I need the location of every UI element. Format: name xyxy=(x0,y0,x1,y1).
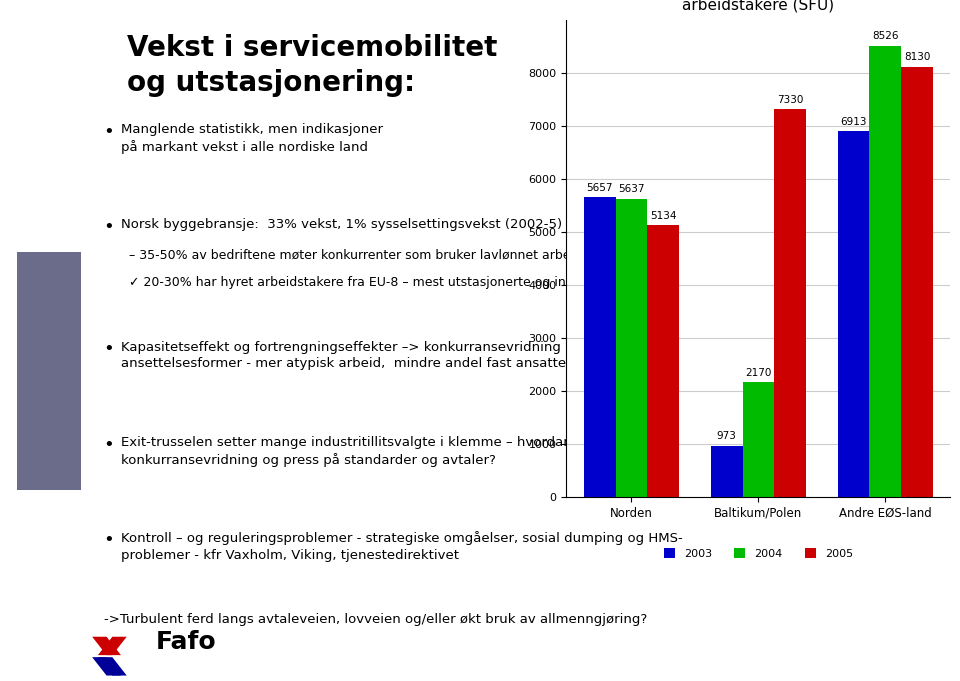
Polygon shape xyxy=(92,637,121,655)
Text: 8130: 8130 xyxy=(904,52,930,62)
Text: Kontroll – og reguleringsproblemer - strategiske omgåelser, sosial dumping og HM: Kontroll – og reguleringsproblemer - str… xyxy=(121,531,683,562)
Polygon shape xyxy=(98,637,127,655)
Bar xyxy=(615,199,647,497)
Text: •: • xyxy=(104,123,114,140)
Bar xyxy=(870,46,901,497)
Text: 973: 973 xyxy=(717,431,736,441)
Text: ->Turbulent ferd langs avtaleveien, lovveien og/eller økt bruk av allmenngjøring: ->Turbulent ferd langs avtaleveien, lovv… xyxy=(104,613,647,626)
Text: Manglende statistikk, men indikasjoner
på markant vekst i alle nordiske land: Manglende statistikk, men indikasjoner p… xyxy=(121,123,383,154)
Text: 6913: 6913 xyxy=(840,116,867,127)
Text: •: • xyxy=(104,218,114,236)
Text: •: • xyxy=(104,436,114,454)
Text: 5134: 5134 xyxy=(650,211,677,221)
Text: Vekst i servicemobilitet
og utstasjonering:: Vekst i servicemobilitet og utstasjoneri… xyxy=(127,34,497,97)
Text: •: • xyxy=(104,531,114,549)
Bar xyxy=(901,67,933,497)
Legend: 2003, 2004, 2005: 2003, 2004, 2005 xyxy=(660,543,857,563)
Text: 2170: 2170 xyxy=(745,368,772,378)
FancyBboxPatch shape xyxy=(17,252,81,490)
Text: •: • xyxy=(104,340,114,358)
Text: Exit-trusselen setter mange industritillitsvalgte i klemme – hvordan motvirke
ko: Exit-trusselen setter mange industritill… xyxy=(121,436,635,467)
Text: 5657: 5657 xyxy=(587,183,613,193)
Bar xyxy=(742,382,775,497)
Text: 8526: 8526 xyxy=(872,31,899,42)
Text: 5637: 5637 xyxy=(618,185,645,194)
Text: 7330: 7330 xyxy=(777,95,804,105)
Bar xyxy=(838,131,870,497)
Bar xyxy=(710,445,742,497)
Bar xyxy=(647,225,679,497)
Title: Norge: Registrerte utstasjonerte
arbeidstakere (SFU): Norge: Registrerte utstasjonerte arbeids… xyxy=(635,0,882,12)
Text: ✓ 20-30% har hyret arbeidstakere fra EU-8 – mest utstasjonerte og innleide: ✓ 20-30% har hyret arbeidstakere fra EU-… xyxy=(121,276,604,289)
Text: Fafo: Fafo xyxy=(156,630,216,654)
Text: – 35-50% av bedriftene møter konkurrenter som bruker lavlønnet arbeidskraft fra : – 35-50% av bedriftene møter konkurrente… xyxy=(121,249,673,262)
Polygon shape xyxy=(98,657,127,676)
Bar xyxy=(584,197,615,497)
Text: Norsk byggebransje:  33% vekst, 1% sysselsettingsvekst (2002-5): Norsk byggebransje: 33% vekst, 1% syssel… xyxy=(121,218,563,231)
Bar xyxy=(775,109,806,497)
Polygon shape xyxy=(92,657,121,676)
Text: Kapasitetseffekt og fortrengningseffekter –> konkurransevridning mellom bedrifte: Kapasitetseffekt og fortrengningseffekte… xyxy=(121,340,698,370)
